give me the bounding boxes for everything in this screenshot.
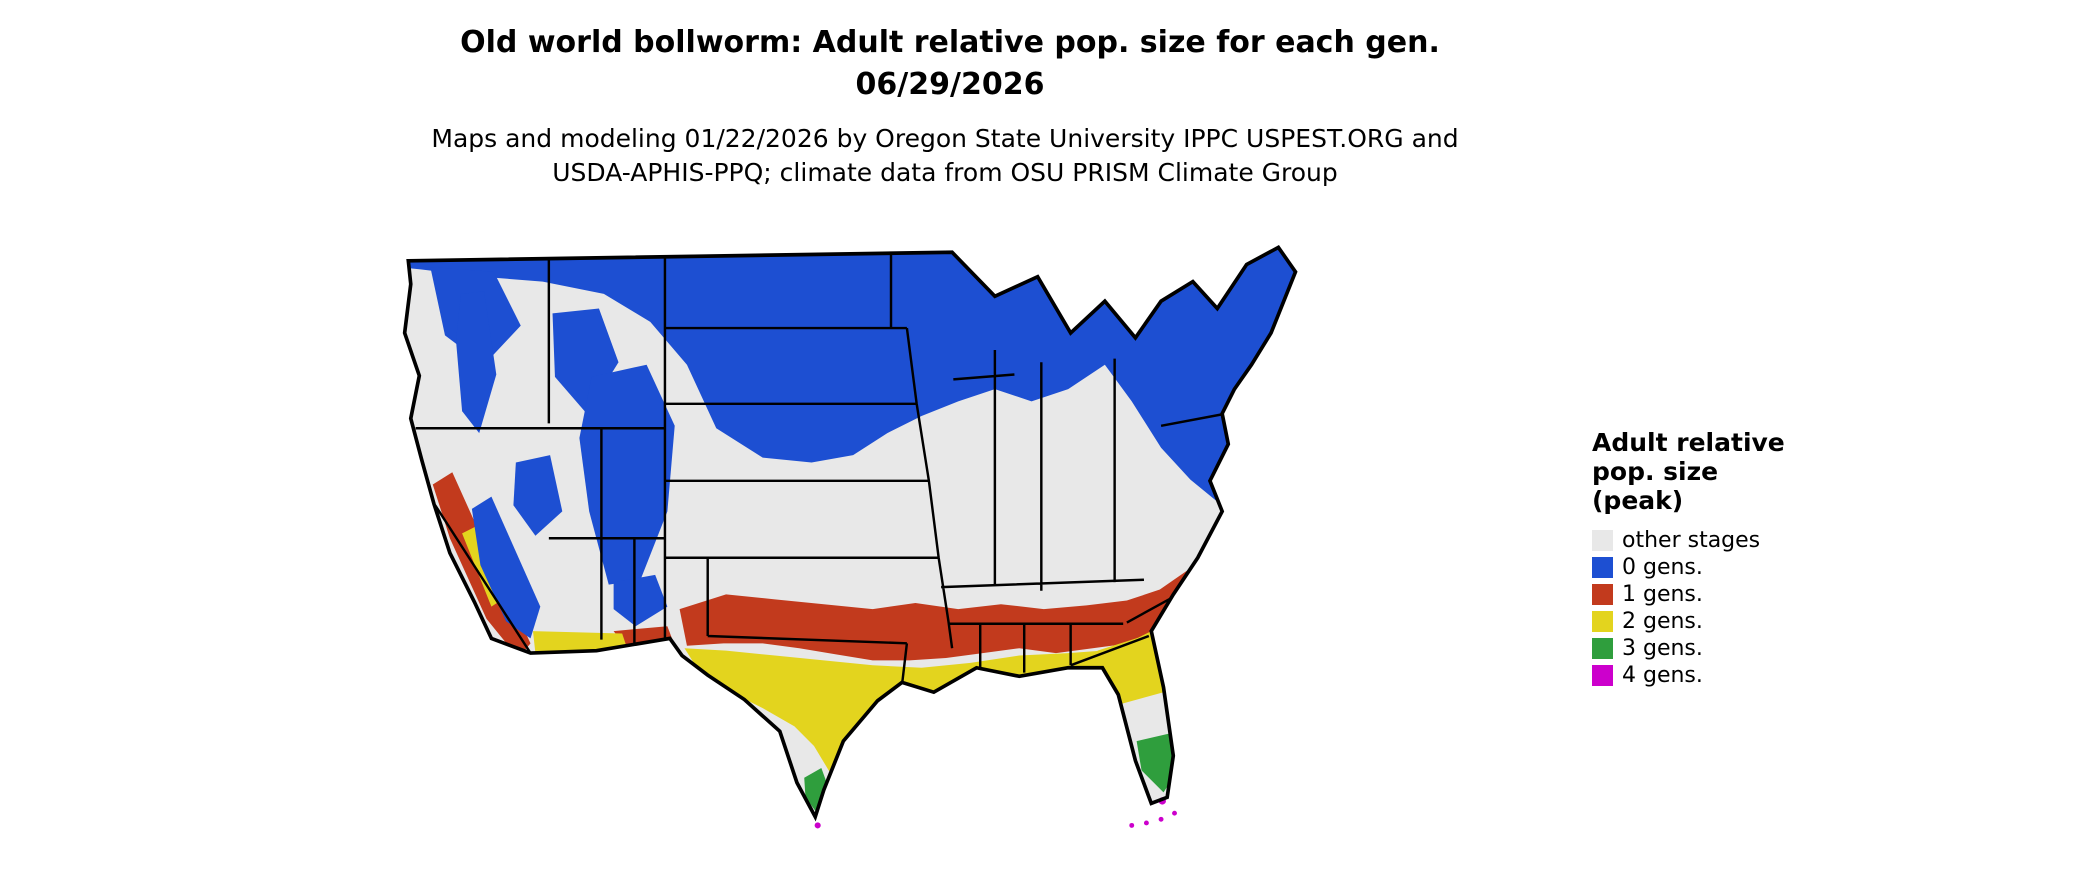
page-title-date: 06/29/2026 <box>855 67 1045 102</box>
state-borders <box>415 254 1240 686</box>
subtitle-block: Maps and modeling 01/22/2026 by Oregon S… <box>0 122 1890 190</box>
us-outline <box>402 245 1298 822</box>
legend-swatch-1-gens <box>1592 584 1613 605</box>
us-map-svg <box>402 245 1298 829</box>
legend-label: 1 gens. <box>1622 582 1703 607</box>
legend-items: other stages 0 gens. 1 gens. 2 gens. 3 g… <box>1592 527 1872 689</box>
legend-swatch-3-gens <box>1592 638 1613 659</box>
legend-label: other stages <box>1622 528 1761 553</box>
subtitle-line-2: USDA-APHIS-PPQ; climate data from OSU PR… <box>552 158 1338 187</box>
legend-title: Adult relative pop. size (peak) <box>1592 428 1872 515</box>
legend-title-line-2: pop. size <box>1592 457 1719 486</box>
legend-item-other-stages: other stages <box>1592 527 1872 554</box>
page-title: Old world bollworm: Adult relative pop. … <box>460 25 1440 60</box>
legend-swatch-4-gens <box>1592 665 1613 686</box>
legend-swatch-other-stages <box>1592 530 1613 551</box>
legend-item-3-gens: 3 gens. <box>1592 635 1872 662</box>
subtitle-line-1: Maps and modeling 01/22/2026 by Oregon S… <box>431 124 1459 153</box>
legend-label: 4 gens. <box>1622 663 1703 688</box>
legend-label: 0 gens. <box>1622 555 1703 580</box>
map-legend: Adult relative pop. size (peak) other st… <box>1592 428 1872 689</box>
zone-3-gens <box>804 733 1179 817</box>
legend-title-line-3: (peak) <box>1592 486 1684 515</box>
legend-item-0-gens: 0 gens. <box>1592 554 1872 581</box>
legend-item-4-gens: 4 gens. <box>1592 662 1872 689</box>
legend-swatch-2-gens <box>1592 611 1613 632</box>
legend-label: 2 gens. <box>1622 609 1703 634</box>
legend-item-1-gens: 1 gens. <box>1592 581 1872 608</box>
zone-4-gens <box>814 797 1177 829</box>
legend-title-line-1: Adult relative <box>1592 428 1785 457</box>
us-choropleth-map <box>335 218 1557 878</box>
legend-swatch-0-gens <box>1592 557 1613 578</box>
title-block: Old world bollworm: Adult relative pop. … <box>0 22 1900 106</box>
legend-label: 3 gens. <box>1622 636 1703 661</box>
legend-item-2-gens: 2 gens. <box>1592 608 1872 635</box>
